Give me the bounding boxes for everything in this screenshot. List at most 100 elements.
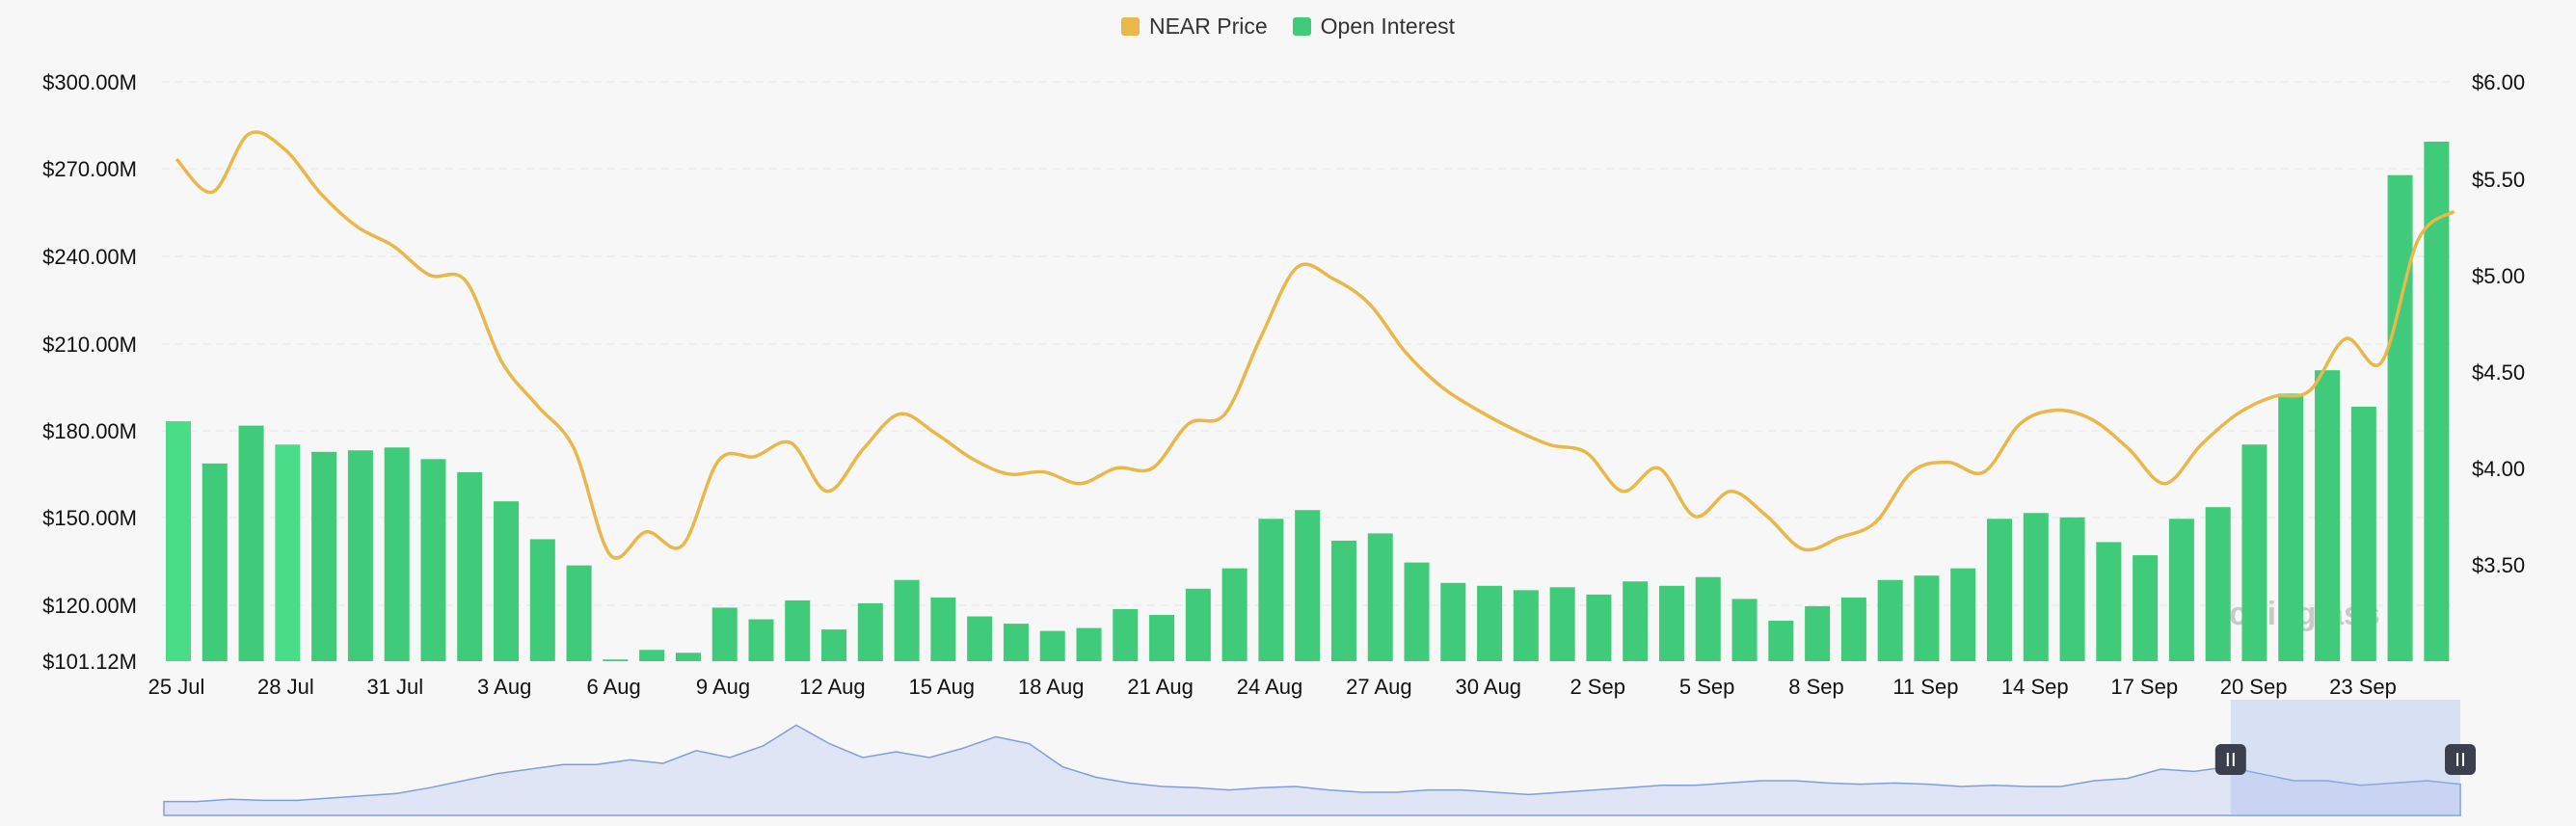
open-interest-bar xyxy=(1295,510,1321,661)
x-tick-label: 25 Jul xyxy=(148,675,205,699)
y-left-tick-label: $150.00M xyxy=(42,506,137,530)
y-left-tick-label: $210.00M xyxy=(42,333,137,357)
open-interest-bar xyxy=(275,444,301,661)
open-interest-bar xyxy=(2350,406,2376,661)
y-left-tick-label: $270.00M xyxy=(42,157,137,181)
open-interest-bar xyxy=(384,447,410,661)
open-interest-bar xyxy=(1113,608,1139,661)
open-interest-bar xyxy=(566,565,592,661)
open-interest-bar xyxy=(1330,540,1356,661)
x-tick-label: 6 Aug xyxy=(586,675,640,699)
open-interest-bar xyxy=(2205,507,2231,661)
open-interest-bar xyxy=(857,602,883,661)
open-interest-bar xyxy=(821,629,847,661)
legend-label-open-interest: Open Interest xyxy=(1320,13,1456,39)
legend-item-open-interest[interactable]: Open Interest xyxy=(1292,13,1456,40)
open-interest-bar xyxy=(2168,519,2194,661)
x-tick-label: 24 Aug xyxy=(1237,675,1303,699)
chart-legend: NEAR Price Open Interest xyxy=(0,13,2576,40)
open-interest-bar xyxy=(1076,627,1102,661)
x-tick-label: 15 Aug xyxy=(909,675,976,699)
open-interest-bar xyxy=(748,619,774,661)
open-interest-bar xyxy=(639,650,665,661)
open-interest-bar xyxy=(2315,370,2341,661)
legend-swatch-price xyxy=(1120,17,1140,36)
legend-item-price[interactable]: NEAR Price xyxy=(1120,13,1268,40)
open-interest-bar xyxy=(2424,141,2450,662)
open-interest-bar xyxy=(930,597,956,661)
y-right-tick-label: $3.50 xyxy=(2472,553,2525,577)
open-interest-bar xyxy=(1513,590,1539,661)
x-tick-label: 28 Jul xyxy=(257,675,314,699)
open-interest-bar xyxy=(1768,621,1794,661)
open-interest-bar xyxy=(457,471,483,661)
navigator-area xyxy=(163,724,2461,816)
open-interest-bar xyxy=(347,450,373,661)
open-interest-bar xyxy=(2133,555,2159,661)
y-right-tick-label: $6.00 xyxy=(2472,70,2525,94)
open-interest-bar xyxy=(2241,444,2267,661)
x-tick-label: 21 Aug xyxy=(1127,675,1194,699)
y-right-tick-label: $5.00 xyxy=(2472,264,2525,288)
open-interest-bar xyxy=(967,616,993,661)
near-price-line xyxy=(174,130,2455,560)
y-right-tick-label: $4.50 xyxy=(2472,360,2525,385)
y-left-tick-label: $240.00M xyxy=(42,245,137,269)
navigator-selection[interactable] xyxy=(2230,700,2460,815)
open-interest-bar xyxy=(1477,585,1503,661)
open-interest-bar xyxy=(675,653,701,661)
y-right-tick-label: $5.50 xyxy=(2472,168,2525,192)
open-interest-bar xyxy=(1658,585,1684,661)
x-tick-label: 5 Sep xyxy=(1679,675,1735,699)
open-interest-bar xyxy=(1549,587,1575,661)
legend-label-price: NEAR Price xyxy=(1148,13,1268,39)
open-interest-bar xyxy=(238,425,264,661)
open-interest-bar xyxy=(1731,599,1758,661)
open-interest-bar xyxy=(1840,597,1866,661)
open-interest-bar xyxy=(1950,568,1976,661)
open-interest-bar xyxy=(1404,562,1430,661)
open-interest-bar xyxy=(166,421,191,661)
open-interest-bar xyxy=(2023,513,2049,661)
open-interest-bar xyxy=(1003,624,1029,661)
x-tick-label: 27 Aug xyxy=(1346,675,1412,699)
x-tick-label: 17 Sep xyxy=(2110,675,2178,699)
x-tick-label: 23 Sep xyxy=(2329,675,2397,699)
open-interest-bar xyxy=(529,539,555,661)
open-interest-bar xyxy=(201,463,228,661)
open-interest-bar xyxy=(1258,519,1284,661)
open-interest-bar xyxy=(2059,517,2085,661)
open-interest-bar xyxy=(420,459,446,661)
open-interest-bar xyxy=(1805,605,1831,661)
open-interest-bar xyxy=(1039,630,1065,661)
open-interest-bar xyxy=(1440,582,1466,661)
open-interest-bar xyxy=(1367,533,1393,661)
x-tick-label: 8 Sep xyxy=(1788,675,1844,699)
x-tick-label: 20 Sep xyxy=(2220,675,2288,699)
navigator-handle-right[interactable] xyxy=(2445,744,2476,775)
x-tick-label: 18 Aug xyxy=(1018,675,1085,699)
open-interest-bar xyxy=(785,600,811,661)
open-interest-bar xyxy=(2387,174,2413,661)
open-interest-bar xyxy=(1914,575,1940,661)
open-interest-bar xyxy=(1987,519,2012,661)
open-interest-bar xyxy=(494,501,520,661)
open-interest-bar xyxy=(603,659,629,661)
open-interest-bar xyxy=(1185,588,1211,661)
open-interest-bar xyxy=(711,607,738,661)
x-tick-label: 3 Aug xyxy=(477,675,531,699)
open-interest-bar xyxy=(1586,594,1612,661)
x-tick-label: 9 Aug xyxy=(696,675,750,699)
open-interest-bar xyxy=(1877,579,1903,661)
x-tick-label: 30 Aug xyxy=(1456,675,1522,699)
legend-swatch-open-interest xyxy=(1292,17,1311,36)
x-tick-label: 11 Sep xyxy=(1892,675,1958,699)
x-tick-label: 31 Jul xyxy=(366,675,423,699)
open-interest-bar xyxy=(1149,615,1175,661)
x-tick-label: 2 Sep xyxy=(1570,675,1625,699)
open-interest-bar xyxy=(2278,393,2304,661)
open-interest-bar xyxy=(894,579,920,661)
open-interest-bar xyxy=(2096,542,2122,661)
navigator-handle-left[interactable] xyxy=(2214,744,2246,775)
